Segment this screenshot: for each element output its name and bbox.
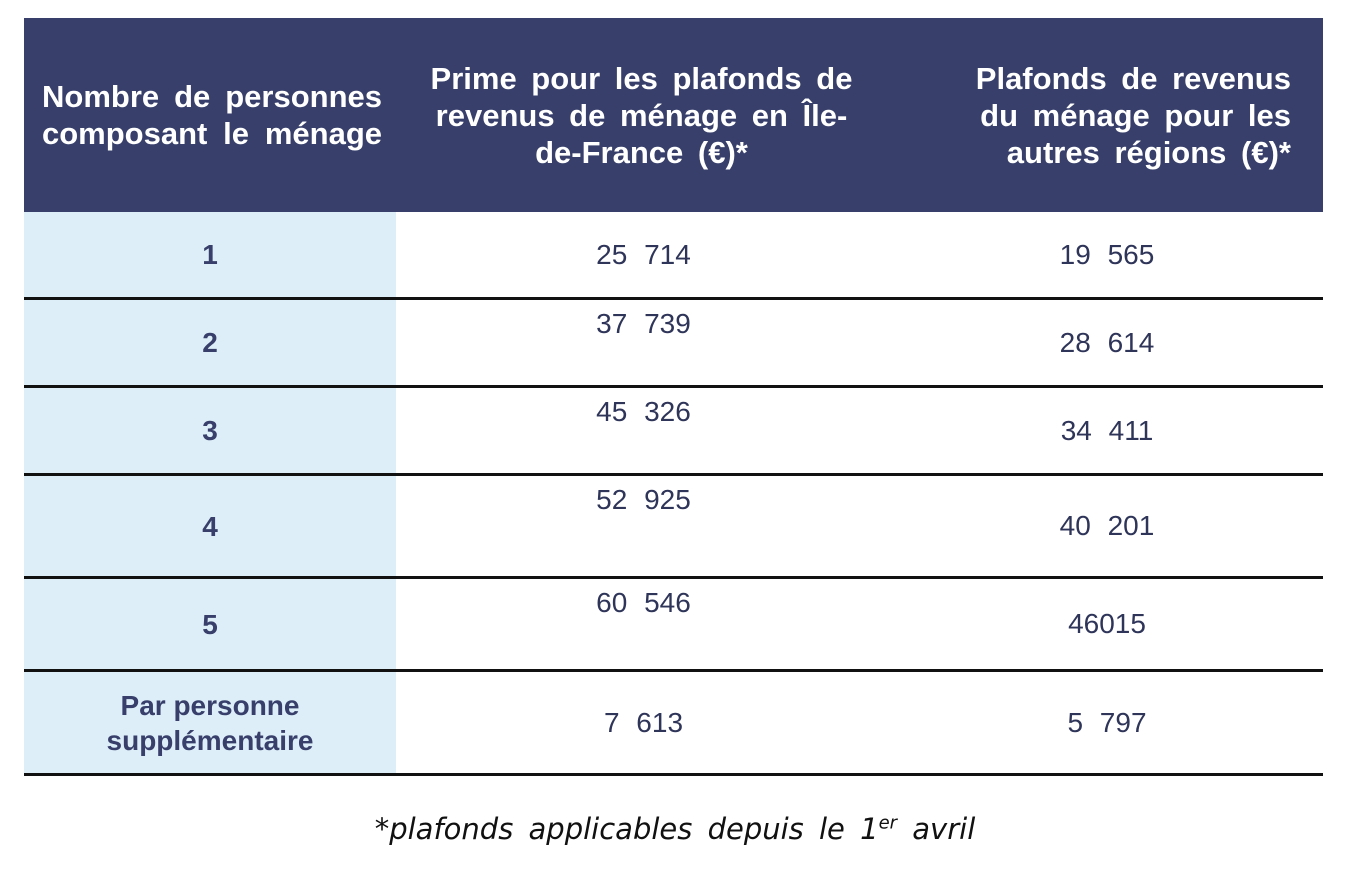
idf-value: 52 925 — [596, 484, 691, 515]
idf-cell: 7 613 — [396, 672, 891, 773]
table-row: Par personne supplémentaire 7 613 5 797 — [24, 672, 1323, 776]
table-row: 2 37 739 28 614 — [24, 300, 1323, 388]
other-regions-value: 46015 — [1068, 608, 1146, 639]
other-regions-cell: 46015 — [891, 579, 1323, 669]
household-size-cell: 2 — [24, 300, 396, 385]
other-regions-cell: 34 411 — [891, 388, 1323, 473]
footnote-suffix: avril — [897, 812, 976, 846]
idf-cell: 52 925 — [396, 476, 891, 576]
idf-cell: 60 546 — [396, 579, 891, 669]
other-regions-value: 34 411 — [1060, 414, 1154, 446]
idf-value: 37 739 — [596, 308, 691, 339]
header-household-size: Nombre de personnes composant le ménage — [42, 79, 382, 151]
table-row: 4 52 925 40 201 — [24, 476, 1323, 579]
table-row: 3 45 326 34 411 — [24, 388, 1323, 476]
other-regions-cell: 5 797 — [891, 672, 1323, 773]
other-regions-cell: 40 201 — [891, 476, 1323, 576]
household-size-cell: 3 — [24, 388, 396, 473]
household-size-cell: 1 — [24, 212, 396, 297]
idf-cell: 45 326 — [396, 388, 891, 473]
other-regions-value: 28 614 — [1059, 326, 1155, 358]
household-size-cell: 5 — [24, 579, 396, 669]
header-other-regions-ceiling: Plafonds de revenus du ménage pour les a… — [975, 60, 1291, 170]
idf-value: 25 714 — [596, 238, 691, 270]
idf-value: 60 546 — [596, 587, 691, 618]
table-row: 5 60 546 46015 — [24, 579, 1323, 672]
idf-value: 45 326 — [596, 396, 691, 427]
household-size-cell: Par personne supplémentaire — [24, 672, 396, 773]
other-regions-cell: 19 565 — [891, 212, 1323, 297]
footnote-superscript: er — [878, 812, 898, 834]
household-size-cell: 4 — [24, 476, 396, 576]
other-regions-value: 19 565 — [1059, 238, 1155, 270]
header-idf-ceiling: Prime pour les plafonds de revenus de mé… — [430, 60, 853, 170]
table-header: Nombre de personnes composant le ménage … — [24, 18, 1323, 212]
idf-value: 7 613 — [603, 706, 684, 738]
income-ceiling-table: Nombre de personnes composant le ménage … — [24, 18, 1323, 776]
other-regions-cell: 28 614 — [891, 300, 1323, 385]
footnote: *plafonds applicables depuis le 1er avri… — [0, 812, 1350, 846]
footnote-text: *plafonds applicables depuis le 1 — [374, 812, 879, 846]
idf-cell: 25 714 — [396, 212, 891, 297]
table-row: 1 25 714 19 565 — [24, 212, 1323, 300]
other-regions-value: 5 797 — [1067, 706, 1147, 738]
idf-cell: 37 739 — [396, 300, 891, 385]
other-regions-value: 40 201 — [1059, 510, 1155, 541]
